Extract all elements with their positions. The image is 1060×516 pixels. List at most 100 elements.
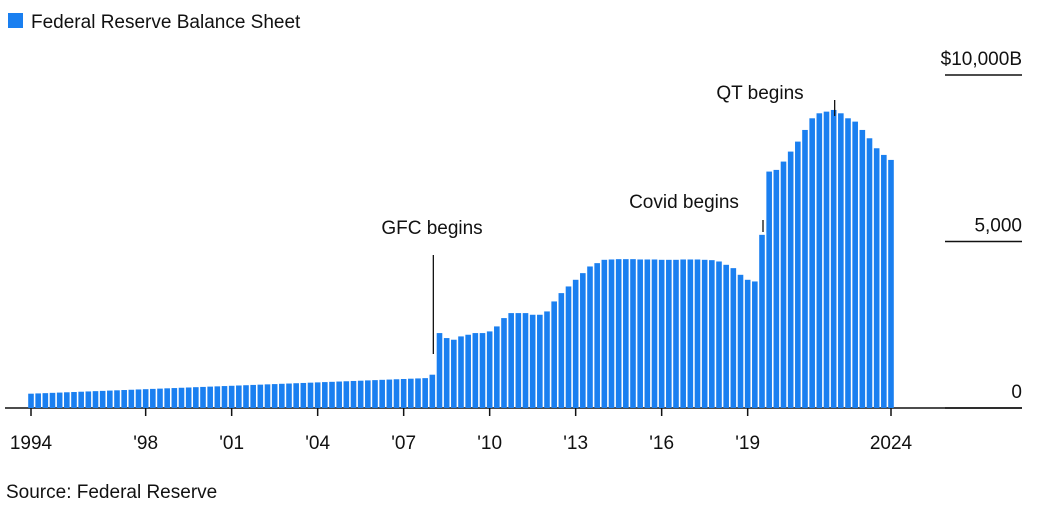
bar: [293, 383, 299, 408]
bar: [852, 121, 858, 409]
bar: [92, 391, 99, 408]
bar: [866, 138, 873, 408]
bar: [888, 159, 894, 408]
bar: [271, 384, 278, 408]
bar: [171, 388, 178, 408]
bar: [522, 313, 529, 408]
y-tick-label: 5,000: [974, 216, 1022, 237]
bar: [752, 281, 758, 408]
bar: [608, 259, 615, 408]
bar: [787, 151, 794, 408]
bar: [565, 286, 572, 408]
bar: [816, 113, 823, 409]
bar: [286, 383, 292, 408]
bar: [221, 386, 228, 408]
bar: [458, 336, 464, 408]
bar: [99, 390, 106, 408]
bar: [200, 386, 206, 408]
bar: [515, 313, 522, 408]
bar: [472, 333, 479, 408]
bar: [881, 154, 887, 408]
bar: [135, 389, 142, 408]
x-tick-label: '13: [563, 433, 588, 454]
x-tick-label: '07: [391, 433, 416, 454]
bar: [486, 331, 493, 408]
bar: [744, 279, 751, 408]
chart-title: Federal Reserve Balance Sheet: [31, 12, 301, 33]
bar: [623, 259, 629, 408]
bar: [365, 380, 371, 408]
bar: [687, 259, 694, 408]
y-tick-label: $10,000B: [941, 49, 1022, 70]
bar: [544, 311, 550, 408]
bar: [193, 387, 199, 408]
bar: [773, 169, 780, 408]
bar: [730, 268, 737, 408]
bar: [314, 382, 321, 408]
bar: [494, 326, 500, 408]
bar: [429, 374, 436, 408]
bar: [508, 313, 514, 408]
bar: [537, 314, 543, 408]
bar: [42, 393, 49, 408]
bar: [823, 111, 830, 408]
bar: [128, 389, 135, 408]
bar: [78, 391, 84, 408]
bar: [716, 261, 722, 408]
bar: [64, 392, 70, 408]
bar: [408, 378, 414, 408]
bar: [737, 274, 744, 408]
bar: [264, 384, 271, 408]
bar: [601, 259, 608, 408]
bar: [802, 129, 808, 408]
bar: [587, 266, 593, 408]
x-tick-label: '98: [133, 433, 158, 454]
bar: [243, 385, 249, 408]
bar: [845, 118, 851, 408]
bar: [701, 259, 708, 408]
bar: [780, 161, 787, 408]
bar: [465, 334, 471, 408]
bar: [709, 260, 715, 408]
bar: [49, 392, 56, 408]
bar: [651, 259, 658, 408]
bar: [350, 380, 357, 408]
bar: [107, 390, 113, 408]
bar: [451, 339, 457, 408]
bar: [236, 385, 242, 408]
bar: [443, 338, 450, 408]
bar: [336, 381, 342, 408]
y-tick-label: 0: [1011, 382, 1022, 403]
bar: [228, 385, 235, 408]
bar: [400, 378, 407, 408]
bar: [343, 381, 350, 408]
bar: [795, 141, 801, 408]
x-tick-label: '19: [735, 433, 760, 454]
bar: [372, 380, 378, 408]
bar: [830, 109, 837, 408]
bar: [658, 259, 665, 408]
bar: [257, 384, 264, 408]
bar: [85, 391, 92, 408]
bar: [594, 263, 600, 408]
x-tick-label: '16: [649, 433, 674, 454]
bar: [859, 129, 866, 408]
bar: [759, 234, 765, 408]
bar: [415, 378, 421, 408]
x-tick-label: '10: [477, 433, 502, 454]
bar: [873, 148, 880, 408]
bar: [630, 259, 636, 408]
bar: [680, 259, 686, 408]
bar: [150, 388, 156, 408]
bar: [185, 387, 192, 408]
annotation: Covid begins: [629, 192, 739, 213]
bar: [307, 382, 314, 408]
x-tick-label: '01: [219, 433, 244, 454]
bar: [436, 333, 443, 408]
bar: [121, 390, 127, 408]
bar: [56, 392, 63, 408]
source: Source: Federal Reserve: [6, 482, 217, 503]
bar: [615, 259, 622, 408]
bar: [422, 378, 428, 408]
